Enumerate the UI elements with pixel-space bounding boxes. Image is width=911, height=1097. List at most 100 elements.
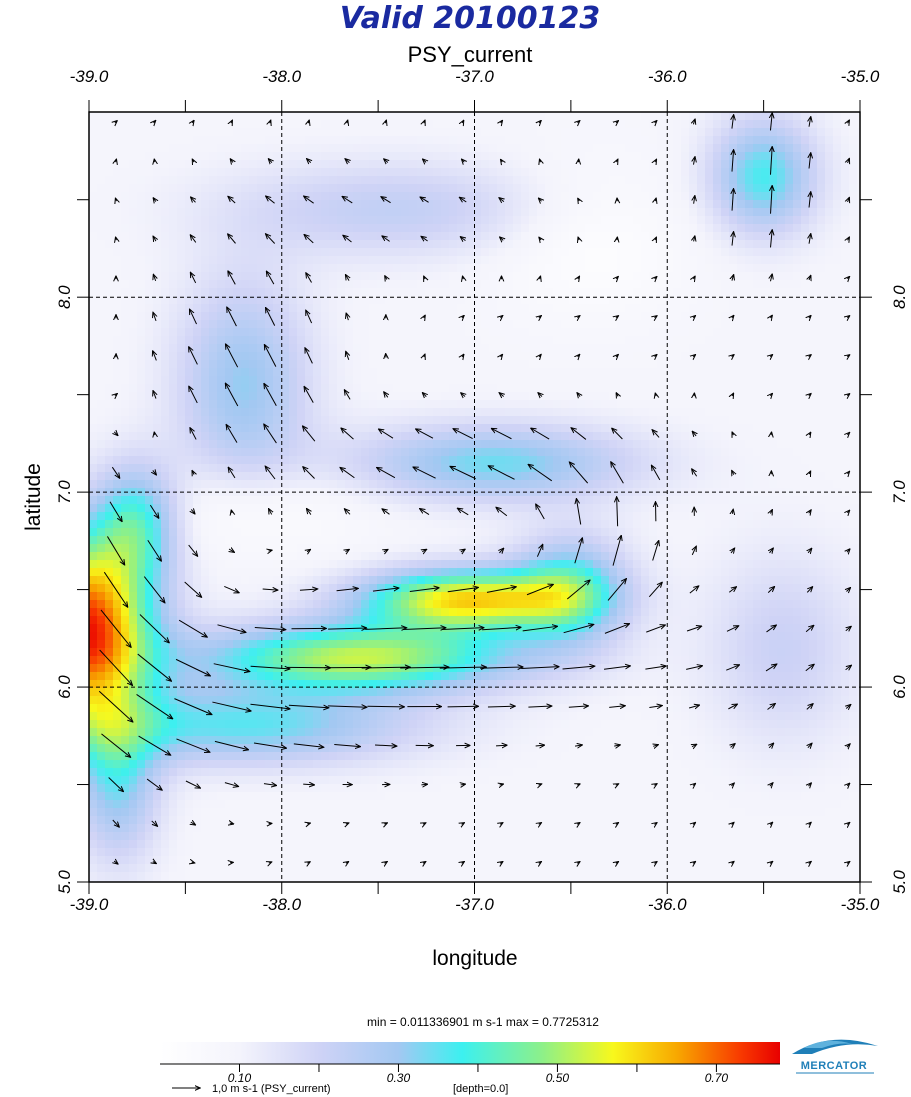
heat-cell	[777, 376, 786, 385]
heat-cell	[313, 328, 322, 337]
heat-cell	[169, 320, 178, 329]
heat-cell	[113, 376, 122, 385]
heat-cell	[817, 176, 826, 185]
heat-cell	[633, 272, 642, 281]
heat-cell	[817, 144, 826, 153]
heat-cell	[681, 264, 690, 273]
heat-cell	[313, 488, 322, 497]
heat-cell	[233, 336, 242, 345]
heat-cell	[553, 160, 562, 169]
heat-cell	[609, 480, 618, 489]
heat-cell	[113, 472, 122, 481]
heat-cell	[425, 504, 434, 513]
heat-cell	[801, 152, 810, 161]
heat-cell	[649, 248, 658, 257]
heat-cell	[273, 184, 282, 193]
heat-cell	[177, 424, 186, 433]
heat-cell	[817, 480, 826, 489]
heat-cell	[737, 472, 746, 481]
heat-cell	[257, 136, 266, 145]
heat-cell	[393, 312, 402, 321]
heat-cell	[481, 208, 490, 217]
heat-cell	[401, 128, 410, 137]
heat-cell	[305, 328, 314, 337]
heat-cell	[369, 344, 378, 353]
heat-cell	[521, 336, 530, 345]
heat-cell	[545, 296, 554, 305]
heat-cell	[697, 376, 706, 385]
heat-cell	[273, 280, 282, 289]
heat-cell	[553, 424, 562, 433]
heat-cell	[113, 464, 122, 473]
heat-cell	[497, 224, 506, 233]
heat-cell	[449, 144, 458, 153]
heat-cell	[289, 256, 298, 265]
heat-cell	[145, 440, 154, 449]
heat-cell	[361, 416, 370, 425]
heat-cell	[841, 496, 850, 505]
heat-cell	[721, 240, 730, 249]
heat-cell	[345, 120, 354, 129]
heat-cell	[401, 184, 410, 193]
heat-cell	[713, 200, 722, 209]
heat-cell	[569, 192, 578, 201]
heat-cell	[769, 216, 778, 225]
heat-cell	[857, 184, 860, 193]
heat-cell	[553, 152, 562, 161]
heat-cell	[193, 400, 202, 409]
heat-cell	[169, 216, 178, 225]
heat-cell	[745, 256, 754, 265]
heat-cell	[297, 144, 306, 153]
heat-cell	[385, 264, 394, 273]
heat-cell	[721, 488, 730, 497]
heat-cell	[249, 368, 258, 377]
heat-cell	[785, 296, 794, 305]
heat-cell	[129, 128, 138, 137]
heat-cell	[217, 128, 226, 137]
heat-cell	[633, 312, 642, 321]
heat-cell	[473, 264, 482, 273]
heat-cell	[217, 472, 226, 481]
heat-cell	[649, 136, 658, 145]
heat-cell	[441, 432, 450, 441]
heat-cell	[689, 368, 698, 377]
heat-cell	[793, 280, 802, 289]
heat-cell	[657, 144, 666, 153]
heat-cell	[761, 264, 770, 273]
heat-cell	[129, 512, 138, 521]
heat-cell	[425, 112, 434, 121]
heat-cell	[809, 432, 818, 441]
heat-cell	[537, 192, 546, 201]
heat-cell	[673, 224, 682, 233]
heat-cell	[209, 224, 218, 233]
heat-cell	[665, 456, 674, 465]
heat-cell	[745, 368, 754, 377]
heat-cell	[113, 264, 122, 273]
heat-cell	[625, 448, 634, 457]
heat-cell	[321, 216, 330, 225]
heat-cell	[169, 504, 178, 513]
heat-cell	[761, 496, 770, 505]
heat-cell	[633, 464, 642, 473]
heat-cell	[257, 200, 266, 209]
heat-cell	[177, 240, 186, 249]
heat-cell	[649, 176, 658, 185]
heat-cell	[721, 296, 730, 305]
heat-cell	[257, 432, 266, 441]
heat-cell	[745, 424, 754, 433]
heat-cell	[481, 400, 490, 409]
heat-cell	[537, 336, 546, 345]
heat-cell	[769, 472, 778, 481]
heat-cell	[361, 312, 370, 321]
heat-cell	[489, 216, 498, 225]
heat-cell	[617, 352, 626, 361]
heat-cell	[321, 400, 330, 409]
heat-cell	[561, 184, 570, 193]
heat-cell	[561, 160, 570, 169]
heat-cell	[417, 368, 426, 377]
heat-cell	[609, 160, 618, 169]
heat-cell	[297, 416, 306, 425]
heat-cell	[377, 184, 386, 193]
heat-cell	[281, 496, 290, 505]
heat-cell	[665, 432, 674, 441]
